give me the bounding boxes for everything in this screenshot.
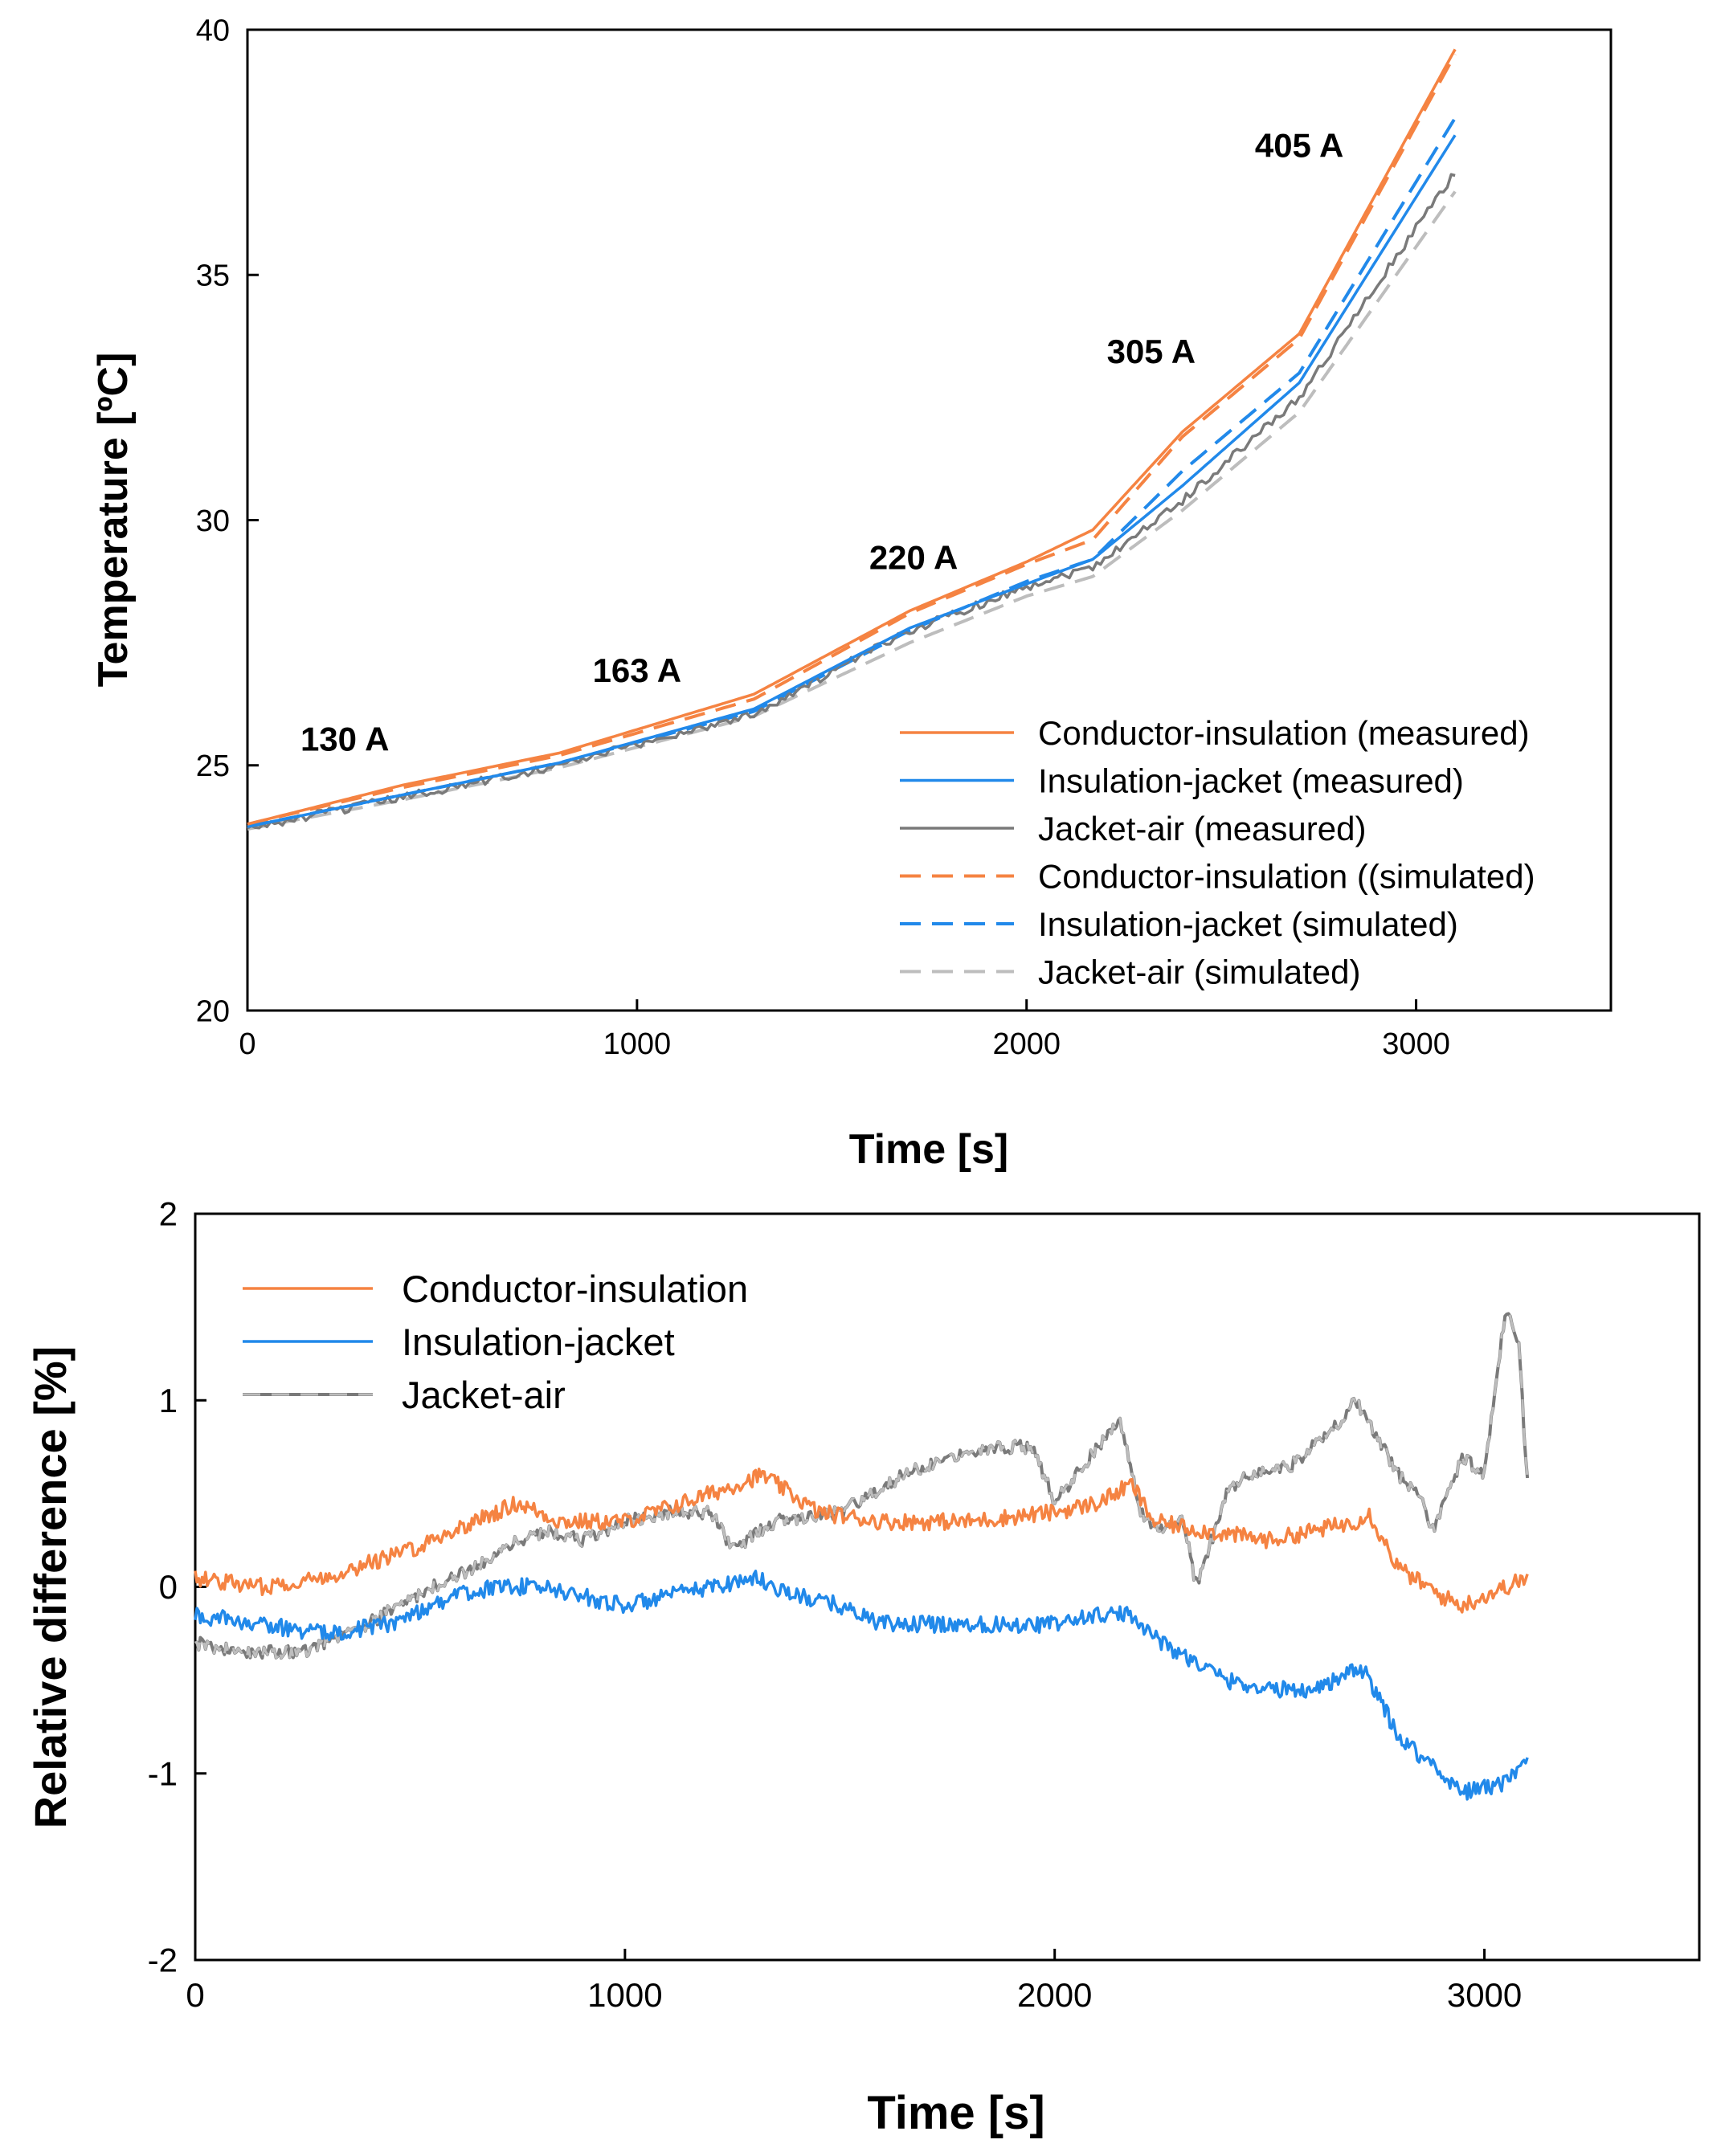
- relative-difference-y-tick-label: 1: [159, 1382, 178, 1419]
- legend-label-conductor-insulation-simulated: Conductor-insulation ((simulated): [1038, 858, 1535, 896]
- relative-difference-series-group: [194, 1312, 1530, 1801]
- relative-difference-x-axis-title: Time [s]: [867, 2087, 1044, 2139]
- temperature-y-tick-label: 20: [196, 994, 230, 1028]
- relative-difference-chart: 0 1000 2000 3000 -2 -1 0 1 2 Time [s] Relative d…: [25, 1195, 1701, 2139]
- relative-difference-legend: Conductor-insulation Insulation-jacket Jac…: [243, 1268, 748, 1416]
- series-jacket-air-simulated: [247, 190, 1457, 831]
- legend-label-jacket-air-simulated: Jacket-air (simulated): [1038, 953, 1360, 991]
- annotation-220-a: 220 A: [869, 539, 959, 577]
- relative-difference-y-tick-label: -1: [148, 1754, 178, 1792]
- temperature-y-tick-label: 40: [196, 14, 230, 47]
- relative-difference-x-tick-label: 1000: [587, 1976, 662, 2014]
- legend-label-conductor-insulation: Conductor-insulation: [402, 1268, 748, 1310]
- legend-label-insulation-jacket-measured: Insulation-jacket (measured): [1038, 762, 1464, 800]
- relative-difference-x-tick-label: 0: [186, 1976, 204, 2014]
- legend-label-conductor-insulation-measured: Conductor-insulation (measured): [1038, 714, 1530, 752]
- temperature-x-tick-label: 0: [239, 1027, 255, 1061]
- temperature-x-tick-label: 1000: [603, 1027, 672, 1061]
- annotation-405-a: 405 A: [1255, 127, 1344, 165]
- legend-label-jacket-air-measured: Jacket-air (measured): [1038, 810, 1366, 847]
- legend-label-insulation-jacket: Insulation-jacket: [402, 1321, 675, 1363]
- temperature-y-tick-label: 30: [196, 504, 230, 538]
- legend-label-insulation-jacket-simulated: Insulation-jacket (simulated): [1038, 905, 1458, 943]
- series-conductor-insulation-simulated: [247, 53, 1457, 826]
- legend-label-jacket-air: Jacket-air: [402, 1374, 566, 1416]
- series-insulation-jacket-measured: [247, 134, 1457, 828]
- annotation-163-a: 163 A: [593, 651, 682, 689]
- temperature-chart: 0 1000 2000 3000 20 25 30 35 40 130 A 163 A 220 A 3…: [90, 14, 1613, 1173]
- temperature-y-tick-label: 25: [196, 749, 230, 783]
- temperature-y-axis-title: Temperature [ºC]: [90, 353, 137, 688]
- temperature-legend: Conductor-insulation (measured) Insulatio…: [900, 714, 1535, 991]
- series-insulation-jacket: [194, 1570, 1529, 1801]
- temperature-x-axis-title: Time [s]: [849, 1126, 1008, 1173]
- relative-difference-y-tick-label: 0: [159, 1568, 178, 1606]
- relative-difference-y-tick-label: -2: [148, 1942, 178, 1979]
- relative-difference-y-tick-label: 2: [159, 1195, 178, 1233]
- temperature-x-tick-label: 3000: [1382, 1027, 1450, 1061]
- annotation-130-a: 130 A: [300, 720, 390, 757]
- series-conductor-insulation-measured: [247, 48, 1457, 826]
- temperature-axis-ticks: 0 1000 2000 3000 20 25 30 35 40: [196, 14, 1450, 1061]
- temperature-x-tick-label: 2000: [992, 1027, 1061, 1061]
- annotation-305-a: 305 A: [1107, 333, 1196, 370]
- relative-difference-y-axis-title: Relative difference [%]: [25, 1346, 76, 1829]
- current-annotations: 130 A 163 A 220 A 305 A 405 A: [300, 127, 1343, 758]
- temperature-y-tick-label: 35: [196, 259, 230, 293]
- temperature-series-group: [247, 48, 1457, 831]
- series-jacket-air-overlay: [194, 1312, 1529, 1660]
- series-conductor-insulation: [194, 1467, 1529, 1614]
- relative-difference-x-tick-label: 2000: [1017, 1976, 1092, 2014]
- relative-difference-x-tick-label: 3000: [1447, 1976, 1522, 2014]
- relative-difference-axis-ticks: 0 1000 2000 3000 -2 -1 0 1 2: [148, 1195, 1523, 2014]
